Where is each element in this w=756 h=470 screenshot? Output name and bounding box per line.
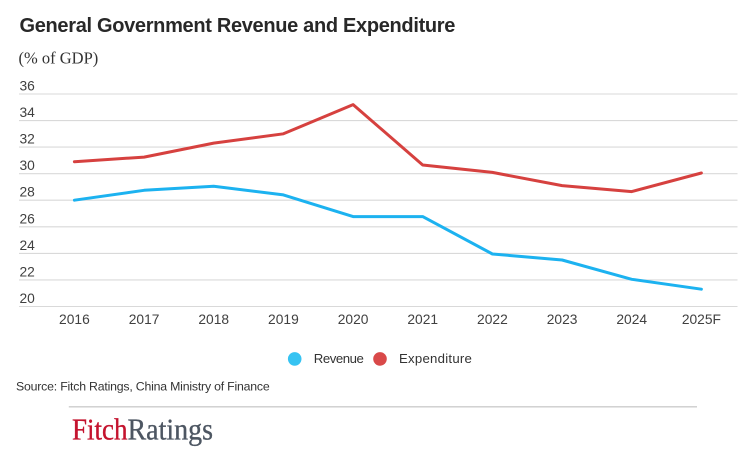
svg-text:General Government Revenue and: General Government Revenue and Expenditu… xyxy=(20,15,456,37)
svg-text:(% of GDP): (% of GDP) xyxy=(19,49,99,68)
svg-text:Ratings: Ratings xyxy=(128,412,214,447)
svg-text:2016: 2016 xyxy=(59,312,90,327)
svg-text:36: 36 xyxy=(20,79,36,94)
svg-text:2022: 2022 xyxy=(477,312,508,327)
svg-text:2023: 2023 xyxy=(547,312,578,327)
svg-text:2024: 2024 xyxy=(616,312,647,327)
svg-text:Source: Fitch Ratings, China M: Source: Fitch Ratings, China Ministry of… xyxy=(16,380,270,394)
svg-text:2017: 2017 xyxy=(129,312,160,327)
svg-text:24: 24 xyxy=(20,238,36,253)
svg-text:2018: 2018 xyxy=(198,312,229,327)
svg-text:28: 28 xyxy=(20,185,36,200)
svg-text:Expenditure: Expenditure xyxy=(399,351,472,366)
svg-text:2025F: 2025F xyxy=(682,312,721,327)
svg-text:2021: 2021 xyxy=(407,312,438,327)
svg-text:Fitch: Fitch xyxy=(72,412,128,447)
svg-text:Revenue: Revenue xyxy=(314,351,364,366)
svg-text:26: 26 xyxy=(20,211,36,226)
svg-text:34: 34 xyxy=(20,105,36,120)
svg-text:20: 20 xyxy=(20,291,36,306)
svg-text:2019: 2019 xyxy=(268,312,299,327)
svg-text:2020: 2020 xyxy=(338,312,369,327)
svg-text:22: 22 xyxy=(20,264,35,279)
svg-text:32: 32 xyxy=(20,132,35,147)
svg-text:30: 30 xyxy=(20,158,36,173)
